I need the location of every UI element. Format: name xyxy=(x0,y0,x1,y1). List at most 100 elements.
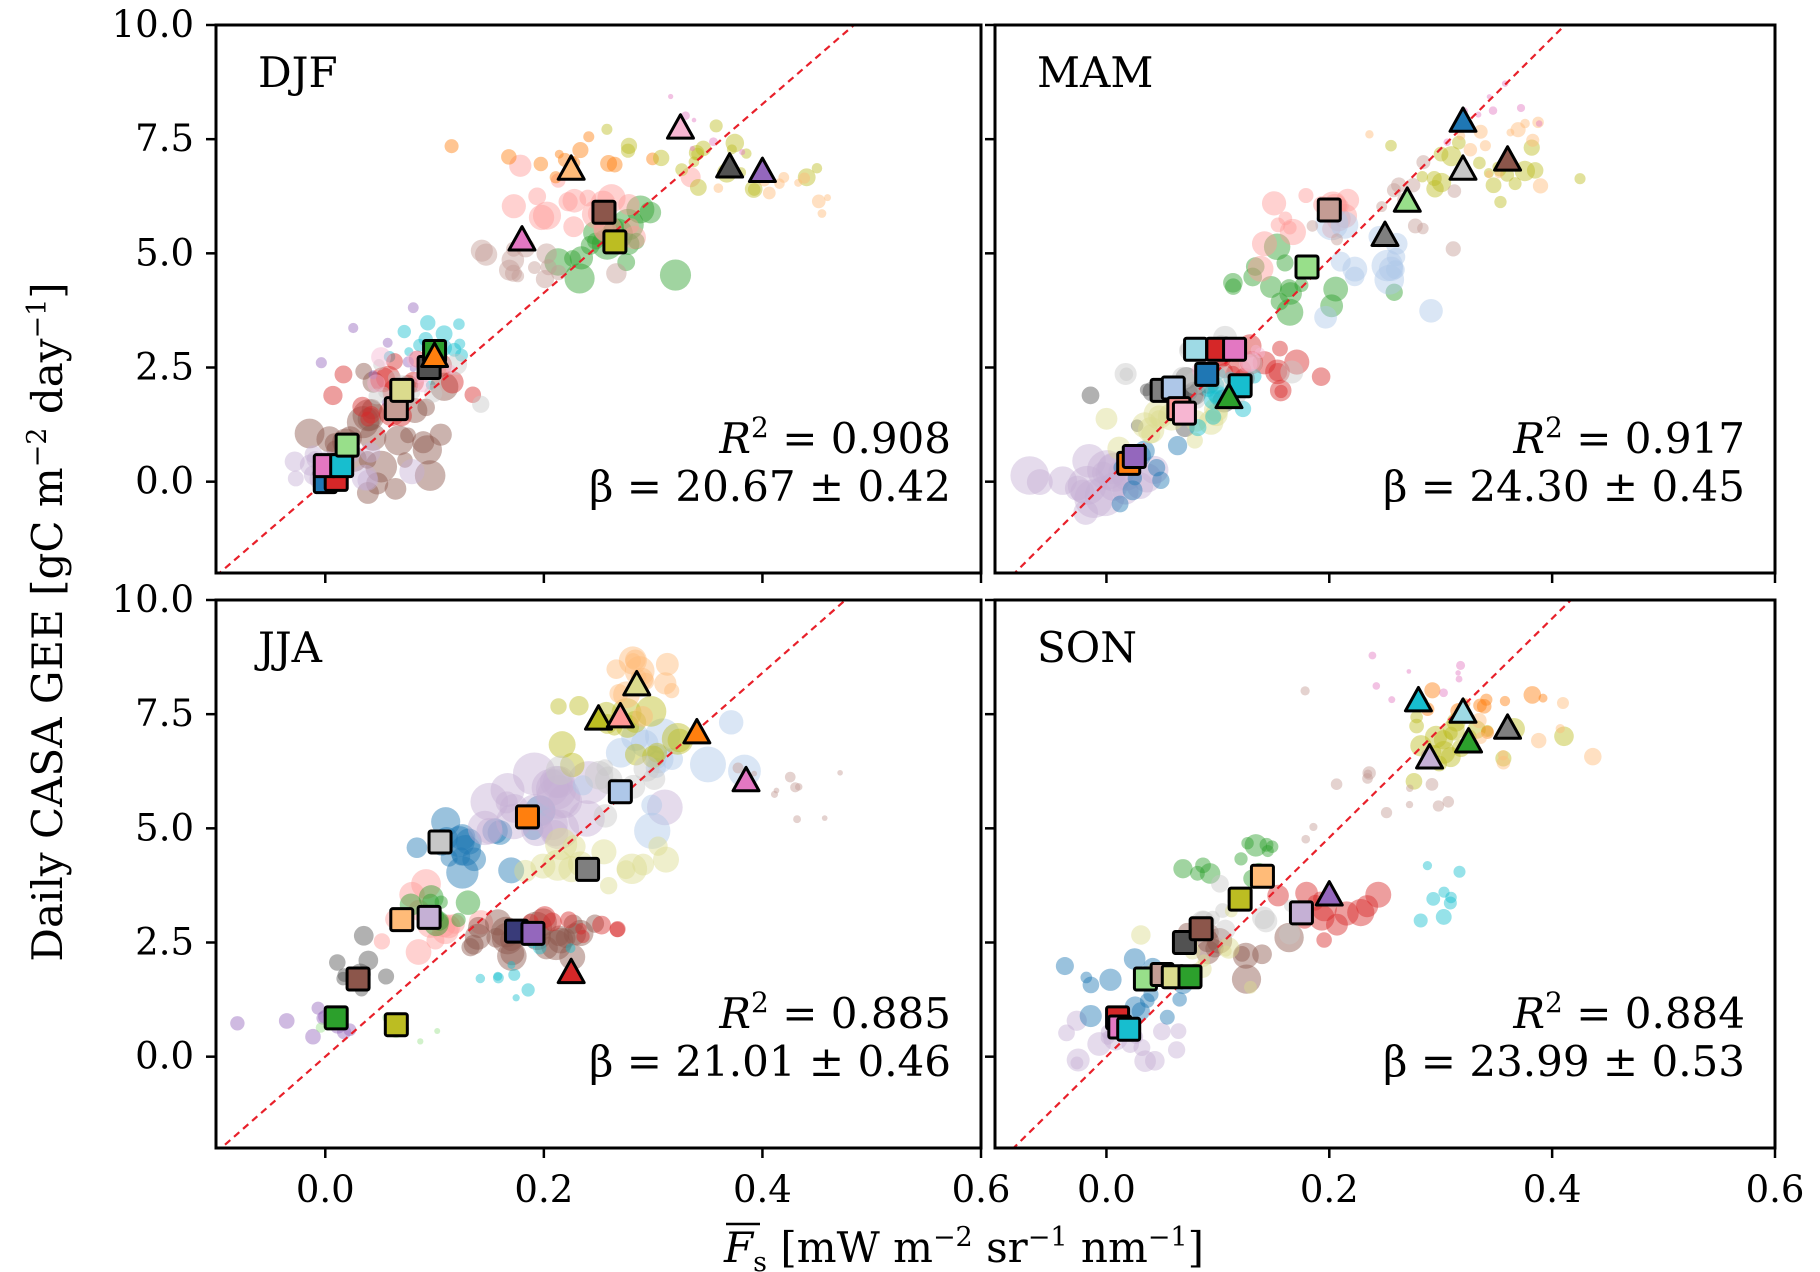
scatter-point xyxy=(455,890,481,915)
scatter-point xyxy=(360,411,376,427)
scatter-point xyxy=(545,755,576,786)
scatter-point xyxy=(1538,693,1548,703)
scatter-point xyxy=(495,791,518,814)
scatter-point xyxy=(352,396,373,417)
scatter-point xyxy=(397,324,411,339)
scatter-point xyxy=(1260,275,1282,298)
scatter-point xyxy=(1385,260,1405,280)
scatter-point xyxy=(1308,904,1335,931)
scatter-point xyxy=(1070,479,1095,504)
scatter-point xyxy=(362,405,381,424)
scatter-point xyxy=(512,994,520,1002)
scatter-point xyxy=(1301,834,1311,844)
site-mean-triangle xyxy=(556,154,586,181)
scatter-point xyxy=(514,859,537,883)
scatter-point xyxy=(1508,177,1522,191)
scatter-point xyxy=(778,172,790,183)
scatter-point xyxy=(1232,942,1259,969)
scatter-point xyxy=(1445,241,1461,257)
scatter-point xyxy=(1267,884,1289,907)
scatter-point xyxy=(1198,409,1224,435)
scatter-point xyxy=(1145,1051,1165,1071)
scatter-point xyxy=(493,971,503,981)
scatter-point xyxy=(1336,188,1360,212)
scatter-point xyxy=(1114,362,1137,386)
scatter-point xyxy=(811,194,826,209)
site-mean-square xyxy=(514,804,540,830)
scatter-point xyxy=(1556,696,1569,709)
scatter-point xyxy=(497,941,527,971)
scatter-point xyxy=(1426,170,1442,187)
scatter-point xyxy=(1362,773,1373,784)
scatter-point xyxy=(425,380,436,391)
scatter-point xyxy=(632,706,653,727)
scatter-point xyxy=(624,743,647,766)
scatter-point xyxy=(1342,256,1368,282)
scatter-point xyxy=(511,269,525,283)
scatter-point xyxy=(358,451,377,469)
scatter-point xyxy=(351,464,378,491)
scatter-point xyxy=(1205,408,1222,425)
scatter-point xyxy=(230,1016,245,1031)
scatter-point xyxy=(436,914,461,939)
scatter-point xyxy=(664,683,680,699)
scatter-point xyxy=(418,885,444,911)
scatter-point xyxy=(1300,686,1310,696)
scatter-point xyxy=(562,188,587,213)
site-mean-square xyxy=(1188,916,1214,942)
scatter-point xyxy=(1243,267,1263,287)
scatter-point xyxy=(548,731,576,759)
scatter-point xyxy=(1447,184,1462,198)
scatter-point xyxy=(1386,183,1402,198)
scatter-point xyxy=(1365,881,1392,908)
site-mean-triangle xyxy=(715,152,745,179)
scatter-point xyxy=(1254,909,1278,933)
scatter-point xyxy=(475,243,498,266)
site-mean-square xyxy=(345,966,371,992)
scatter-point xyxy=(1363,769,1373,779)
scatter-point xyxy=(565,943,576,954)
scatter-point xyxy=(373,933,391,950)
scatter-point xyxy=(405,939,432,965)
y-axis-label: Daily CASA GEE [gC m−2 day−1] xyxy=(22,282,72,961)
scatter-point xyxy=(555,928,576,948)
scatter-point xyxy=(1170,1023,1187,1040)
scatter-point xyxy=(1455,675,1463,683)
scatter-point xyxy=(739,149,746,156)
scatter-point xyxy=(1391,177,1407,193)
scatter-point xyxy=(1445,891,1457,904)
scatter-point xyxy=(547,927,574,954)
scatter-point xyxy=(794,178,803,187)
y-tick-label: 10.0 xyxy=(112,3,194,46)
scatter-point xyxy=(482,818,508,844)
site-mean-triangle xyxy=(747,156,777,184)
site-mean-triangle xyxy=(1493,145,1523,172)
scatter-point xyxy=(1405,178,1421,193)
scatter-point xyxy=(624,649,646,671)
scatter-point xyxy=(605,738,636,768)
scatter-point xyxy=(1080,971,1093,984)
site-mean-triangle xyxy=(622,669,652,697)
site-mean-square xyxy=(1194,361,1220,387)
site-mean-square xyxy=(1116,1016,1142,1042)
scatter-point xyxy=(725,133,745,153)
scatter-point xyxy=(451,912,466,927)
site-mean-triangle xyxy=(1448,106,1478,133)
scatter-point xyxy=(648,750,667,769)
scatter-point xyxy=(1496,755,1511,770)
scatter-point xyxy=(1479,140,1491,152)
scatter-point xyxy=(1137,416,1165,444)
scatter-point xyxy=(1274,922,1304,953)
y-tick-label: 5.0 xyxy=(135,231,194,274)
scatter-point xyxy=(1131,925,1151,945)
scatter-point xyxy=(718,710,744,735)
site-mean-square xyxy=(383,1012,409,1038)
scatter-point xyxy=(1298,187,1314,204)
scatter-point xyxy=(1380,806,1393,819)
scatter-point xyxy=(1234,945,1250,962)
site-mean-triangle xyxy=(731,765,761,793)
scatter-point xyxy=(541,819,569,847)
scatter-point xyxy=(622,225,646,250)
scatter-point xyxy=(366,472,389,495)
scatter-point xyxy=(821,815,828,821)
